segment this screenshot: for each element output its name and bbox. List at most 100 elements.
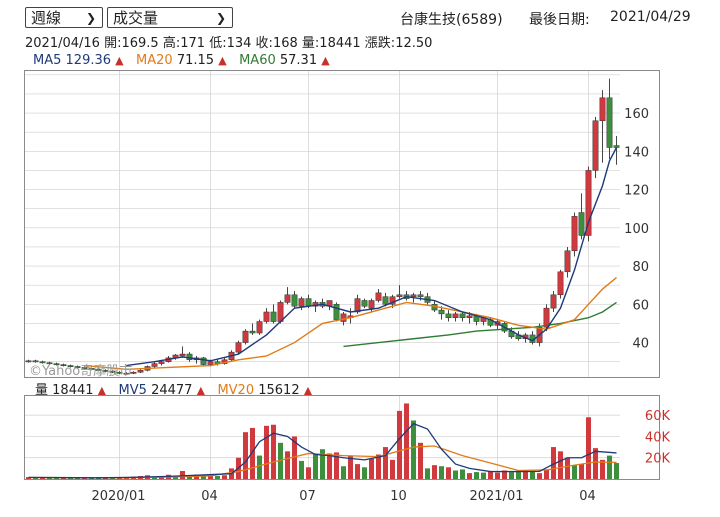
volume-bar xyxy=(522,470,529,479)
candle-body xyxy=(452,313,459,318)
ma20-label: MA20 xyxy=(136,53,173,68)
candle-up xyxy=(284,287,291,305)
open-label: 開: xyxy=(104,36,122,51)
volume-bar xyxy=(508,472,515,479)
candle-body xyxy=(81,367,88,369)
volume-bar xyxy=(102,477,109,479)
candle-down xyxy=(32,359,39,363)
volume-bar xyxy=(473,472,480,479)
candle-body xyxy=(67,365,74,367)
candle-up xyxy=(151,361,158,368)
volume-bar xyxy=(319,449,326,479)
price-tick-label: 160 xyxy=(624,107,649,122)
low-label: 低: xyxy=(209,36,227,51)
candle-up xyxy=(235,340,242,355)
volume-bar xyxy=(543,469,550,479)
vol-value: 18441 xyxy=(52,383,94,398)
candle-down xyxy=(53,362,60,366)
candle-down xyxy=(459,311,466,322)
candle-body xyxy=(564,250,571,273)
x-tick-label: 04 xyxy=(201,489,218,504)
candle-body xyxy=(32,360,39,363)
candle-down xyxy=(46,361,53,365)
candle-down xyxy=(95,368,102,372)
volume-tick-label: 40K xyxy=(645,430,671,445)
candle-body xyxy=(417,294,424,297)
candle-down xyxy=(361,298,368,309)
candle-down xyxy=(116,371,123,375)
candle-down xyxy=(200,356,207,366)
volume-chart-panel[interactable]: 20K 40K 60K xyxy=(24,395,670,480)
candle-body xyxy=(60,364,67,367)
open-value: 169.5 xyxy=(121,36,159,51)
volume-bar xyxy=(284,451,291,479)
volume-bar xyxy=(368,458,375,479)
candle-body xyxy=(158,361,165,364)
indicator-select-value: 成交量 xyxy=(113,9,159,27)
chevron-down-icon: ❯ xyxy=(85,11,96,25)
mv5-line xyxy=(28,422,617,479)
candle-body xyxy=(270,311,277,322)
volume-bar xyxy=(403,403,410,479)
volume-bar xyxy=(39,477,46,479)
volume-bar xyxy=(74,477,81,479)
change-label: 漲跌: xyxy=(364,36,396,51)
volume-bar xyxy=(550,447,557,479)
volume-value: 18441 xyxy=(319,36,361,51)
period-select[interactable]: 週線 ❯ xyxy=(25,7,103,28)
volume-bar xyxy=(557,451,564,479)
volume-bar xyxy=(347,455,354,479)
candle-body xyxy=(95,369,102,371)
candle-body xyxy=(578,212,585,236)
volume-bar xyxy=(459,469,466,479)
candle-body xyxy=(557,271,564,296)
candle-down xyxy=(445,310,452,322)
volume-bar xyxy=(613,463,620,479)
candle-up xyxy=(242,329,249,345)
candle-body xyxy=(410,294,417,297)
volume-bar xyxy=(417,442,424,479)
price-chart-panel[interactable]: 40 60 80 100 120 140 160 ©Yahoo奇摩股市 xyxy=(24,70,660,379)
candle-body xyxy=(263,311,270,322)
candle-up xyxy=(543,304,550,332)
candle-down xyxy=(249,323,256,335)
candle-down xyxy=(81,366,88,370)
candle-down xyxy=(382,292,389,307)
candle-down xyxy=(102,369,109,373)
volume-bar xyxy=(410,420,417,479)
x-tick-label: 2020/01 xyxy=(91,489,145,504)
last-date-value: 2021/04/29 xyxy=(610,9,691,25)
ma60-line xyxy=(343,301,617,348)
candle-body xyxy=(235,342,242,353)
candle-body xyxy=(438,309,445,315)
volume-bar xyxy=(396,410,403,479)
volume-bar xyxy=(270,424,277,479)
volume-bar xyxy=(340,466,347,479)
high-label: 高: xyxy=(162,36,181,51)
candle-down xyxy=(88,367,95,371)
candle-body xyxy=(375,292,382,301)
close-value: 168 xyxy=(272,36,298,51)
up-arrow-icon: ▲ xyxy=(115,54,124,67)
volume-bar xyxy=(67,478,74,479)
volume-bar xyxy=(494,472,501,479)
candle-up xyxy=(256,319,263,335)
candle-body xyxy=(606,97,613,148)
watermark: ©Yahoo奇摩股市 xyxy=(29,364,133,379)
volume-legend: 量 18441 ▲ MV5 24477 ▲ MV20 15612 ▲ xyxy=(35,379,312,398)
volume-bar xyxy=(116,477,123,479)
candle-body xyxy=(137,370,144,373)
volume-bar xyxy=(592,448,599,479)
volume-bar xyxy=(46,477,53,479)
volume-bar xyxy=(501,470,508,479)
volume-bar xyxy=(515,471,522,479)
ma60-label: MA60 xyxy=(239,53,276,68)
volume-tick-label: 20K xyxy=(645,452,671,467)
ma60-legend: MA60 xyxy=(239,53,276,68)
up-arrow-icon: ▲ xyxy=(97,384,107,397)
ohlc-info: 2021/04/16 開:169.5 高:171 低:134 收:168 量:1… xyxy=(25,32,432,51)
x-tick-label: 07 xyxy=(299,489,316,504)
indicator-select[interactable]: 成交量 ❯ xyxy=(107,7,233,28)
volume-tick-label: 60K xyxy=(645,409,671,424)
candle-up xyxy=(564,246,571,278)
